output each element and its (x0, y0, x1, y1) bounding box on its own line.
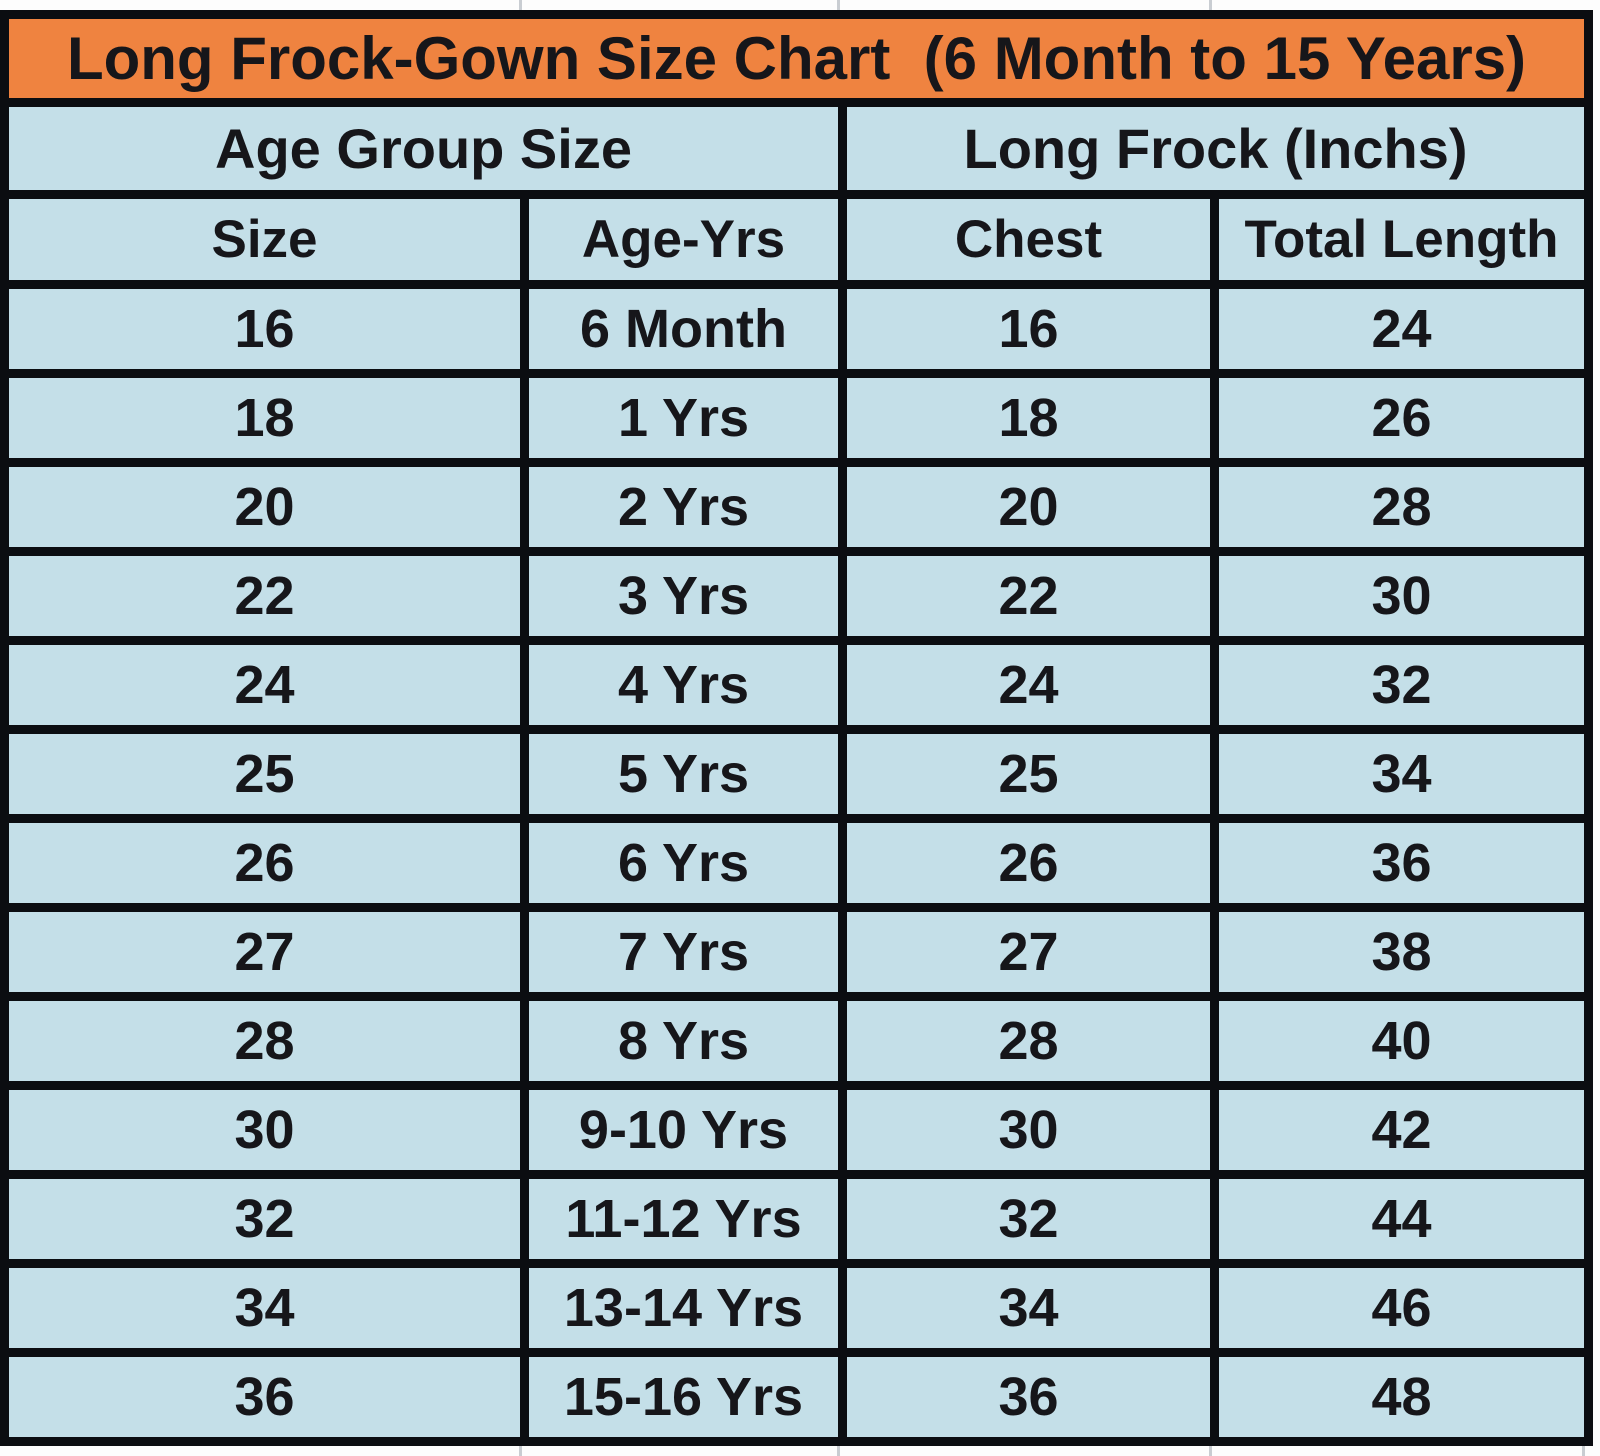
table-row: 26 6 Yrs 26 36 (0, 814, 1594, 912)
cell-total-length: 40 (1209, 992, 1594, 1090)
table-row: 30 9-10 Yrs 30 42 (0, 1081, 1594, 1179)
table-row: 36 15-16 Yrs 36 48 (0, 1348, 1594, 1446)
cell-size: 22 (0, 547, 529, 645)
cell-size: 34 (0, 1259, 529, 1357)
cell-chest: 22 (838, 547, 1219, 645)
cell-chest: 27 (838, 903, 1219, 1001)
cell-size: 24 (0, 636, 529, 734)
cell-total-length: 32 (1209, 636, 1594, 734)
cell-age-yrs: 4 Yrs (520, 636, 847, 734)
column-header-total-length: Total Length (1209, 190, 1594, 289)
cell-age-yrs: 13-14 Yrs (520, 1259, 847, 1357)
size-chart-table: Long Frock-Gown Size Chart (6 Month to 1… (0, 10, 1594, 1446)
size-chart-table-wrap: Long Frock-Gown Size Chart (6 Month to 1… (0, 10, 1594, 1446)
spreadsheet-gridline (519, 1444, 522, 1456)
cell-age-yrs: 8 Yrs (520, 992, 847, 1090)
group-header-row: Age Group Size Long Frock (Inchs) (0, 98, 1594, 199)
table-row: 20 2 Yrs 20 28 (0, 458, 1594, 556)
cell-total-length: 42 (1209, 1081, 1594, 1179)
cell-chest: 18 (838, 369, 1219, 467)
cell-total-length: 30 (1209, 547, 1594, 645)
table-row: 24 4 Yrs 24 32 (0, 636, 1594, 734)
cell-chest: 26 (838, 814, 1219, 912)
column-header-chest: Chest (838, 190, 1219, 289)
cell-total-length: 28 (1209, 458, 1594, 556)
group-header-age-group-size: Age Group Size (0, 98, 847, 199)
chart-title: Long Frock-Gown Size Chart (6 Month to 1… (0, 10, 1594, 107)
table-row: 25 5 Yrs 25 34 (0, 725, 1594, 823)
cell-chest: 32 (838, 1170, 1219, 1268)
cell-chest: 25 (838, 725, 1219, 823)
cell-age-yrs: 7 Yrs (520, 903, 847, 1001)
cell-total-length: 38 (1209, 903, 1594, 1001)
title-row: Long Frock-Gown Size Chart (6 Month to 1… (0, 10, 1594, 107)
table-row: 32 11-12 Yrs 32 44 (0, 1170, 1594, 1268)
cell-size: 25 (0, 725, 529, 823)
table-row: 34 13-14 Yrs 34 46 (0, 1259, 1594, 1357)
cell-size: 18 (0, 369, 529, 467)
cell-age-yrs: 1 Yrs (520, 369, 847, 467)
cell-size: 28 (0, 992, 529, 1090)
cell-age-yrs: 9-10 Yrs (520, 1081, 847, 1179)
cell-chest: 36 (838, 1348, 1219, 1446)
spreadsheet-gridline (519, 0, 522, 10)
spreadsheet-gridline (1209, 0, 1212, 10)
spreadsheet-gridline (1209, 1444, 1212, 1456)
cell-age-yrs: 6 Month (520, 280, 847, 378)
cell-age-yrs: 15-16 Yrs (520, 1348, 847, 1446)
table-row: 27 7 Yrs 27 38 (0, 903, 1594, 1001)
spreadsheet-gridline (1582, 1444, 1585, 1456)
table-row: 28 8 Yrs 28 40 (0, 992, 1594, 1090)
cell-size: 26 (0, 814, 529, 912)
group-header-long-frock-inchs: Long Frock (Inchs) (837, 98, 1594, 199)
cell-total-length: 36 (1209, 814, 1594, 912)
cell-total-length: 46 (1209, 1259, 1594, 1357)
table-row: 22 3 Yrs 22 30 (0, 547, 1594, 645)
cell-total-length: 24 (1209, 280, 1594, 378)
cell-size: 36 (0, 1348, 529, 1446)
cell-age-yrs: 3 Yrs (520, 547, 847, 645)
cell-chest: 34 (838, 1259, 1219, 1357)
cell-size: 20 (0, 458, 529, 556)
cell-age-yrs: 11-12 Yrs (520, 1170, 847, 1268)
cell-chest: 16 (838, 280, 1219, 378)
cell-chest: 30 (838, 1081, 1219, 1179)
cell-chest: 28 (838, 992, 1219, 1090)
column-header-size: Size (0, 190, 529, 289)
spreadsheet-gridline (837, 1444, 840, 1456)
cell-total-length: 48 (1209, 1348, 1594, 1446)
table-body: 16 6 Month 16 24 18 1 Yrs 18 26 20 2 Yrs 20 28 22 3 Y… (0, 280, 1594, 1446)
table-row: 16 6 Month 16 24 (0, 280, 1594, 378)
cell-total-length: 44 (1209, 1170, 1594, 1268)
spreadsheet-gridline (837, 0, 840, 10)
cell-age-yrs: 6 Yrs (520, 814, 847, 912)
cell-age-yrs: 5 Yrs (520, 725, 847, 823)
cell-size: 32 (0, 1170, 529, 1268)
cell-total-length: 26 (1209, 369, 1594, 467)
column-header-row: Size Age-Yrs Chest Total Length (0, 190, 1594, 289)
cell-chest: 20 (838, 458, 1219, 556)
cell-size: 16 (0, 280, 529, 378)
cell-total-length: 34 (1209, 725, 1594, 823)
cell-chest: 24 (838, 636, 1219, 734)
table-row: 18 1 Yrs 18 26 (0, 369, 1594, 467)
column-header-age-yrs: Age-Yrs (520, 190, 847, 289)
cell-size: 30 (0, 1081, 529, 1179)
cell-size: 27 (0, 903, 529, 1001)
cell-age-yrs: 2 Yrs (520, 458, 847, 556)
